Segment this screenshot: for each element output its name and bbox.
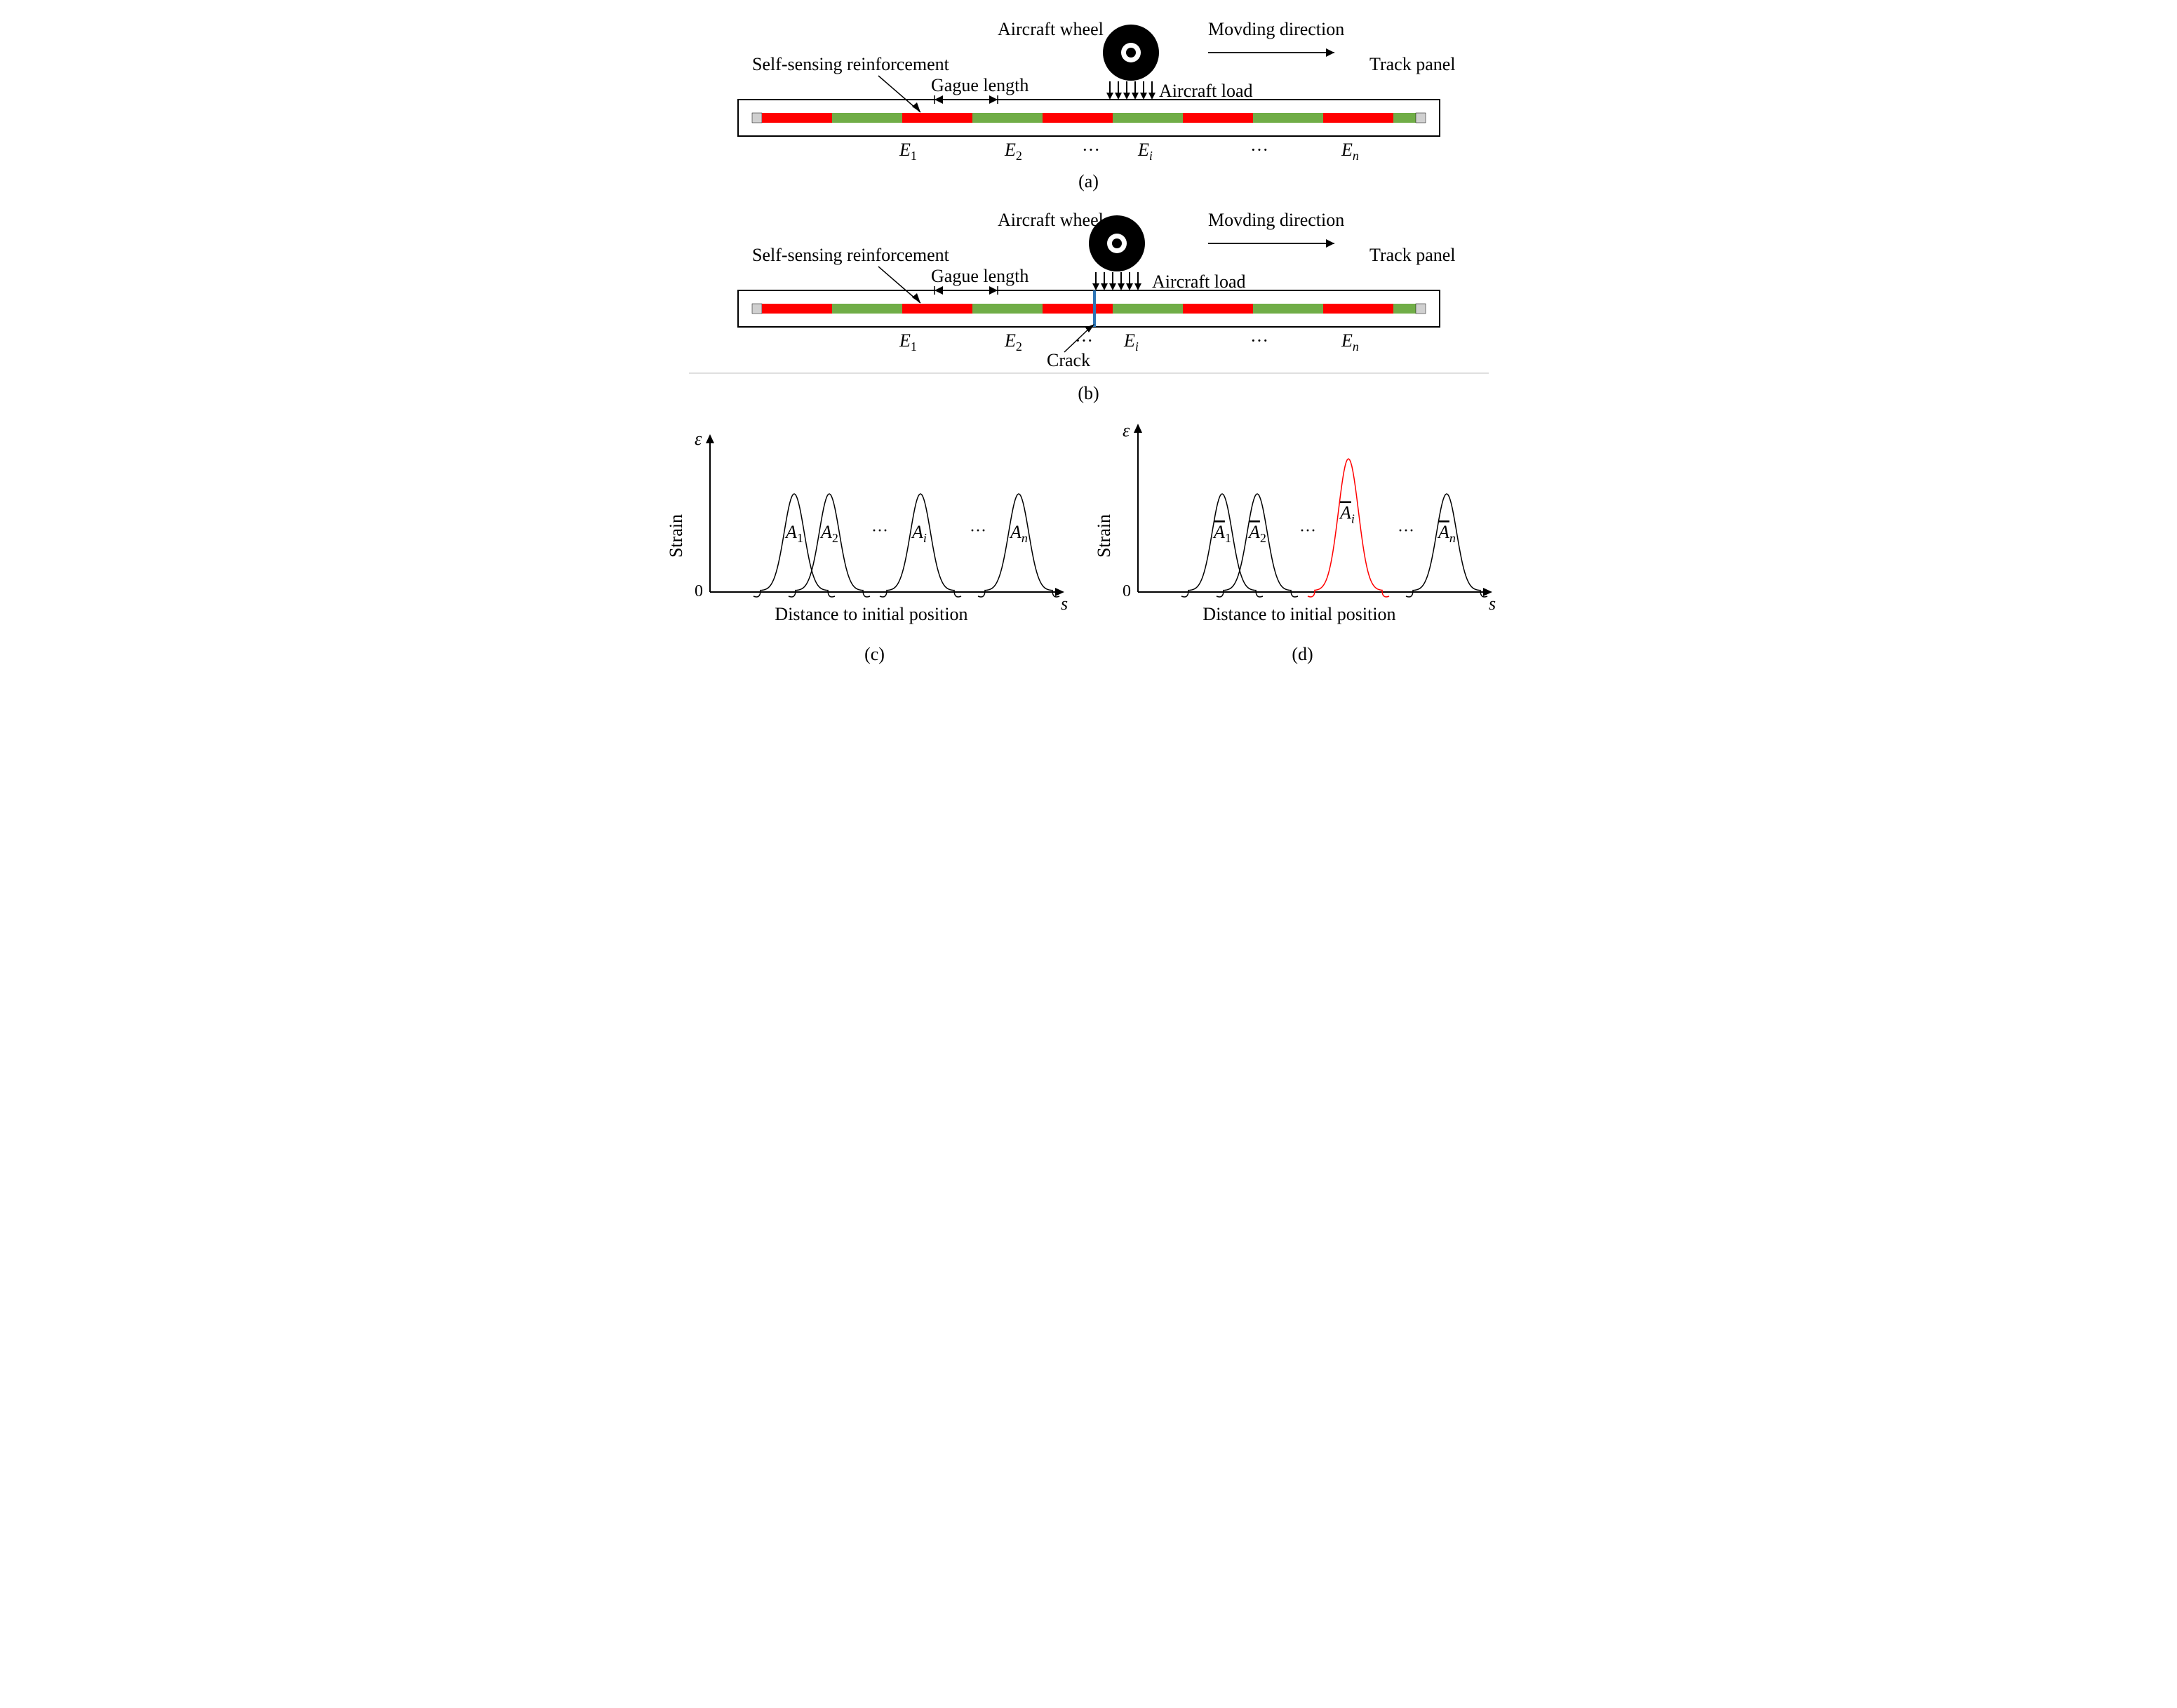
load-arrows <box>1106 81 1156 100</box>
sublabel-d: (d) <box>1096 644 1510 665</box>
svg-text:Self-sensing reinforcement: Self-sensing reinforcement <box>752 245 950 265</box>
aircraft-wheel-icon <box>1103 25 1159 81</box>
svg-text:s: s <box>1061 593 1068 614</box>
svg-text:Aircraft load: Aircraft load <box>1152 271 1246 292</box>
svg-text:Gague length: Gague length <box>931 266 1029 286</box>
reinforcement-bar <box>752 113 1426 123</box>
svg-text:An: An <box>1437 522 1456 545</box>
sublabel-b: (b) <box>668 383 1510 404</box>
label-crack: Crack <box>1047 350 1090 370</box>
label-aircraft-wheel: Aircraft wheel <box>998 19 1104 39</box>
svg-text:A2: A2 <box>819 522 838 545</box>
svg-text:E1: E1 <box>899 140 917 163</box>
svg-text:···: ··· <box>1075 330 1093 351</box>
label-self-sensing: Self-sensing reinforcement <box>752 54 950 74</box>
svg-text:···: ··· <box>970 522 986 540</box>
panel-c: ε 0 s Strain Distance to initial positio… <box>668 417 1082 678</box>
svg-text:E2: E2 <box>1004 330 1022 354</box>
chart-c-svg: ε 0 s Strain Distance to initial positio… <box>668 417 1082 641</box>
label-moving-direction: Movding direction <box>1208 19 1344 39</box>
panel-cd-row: ε 0 s Strain Distance to initial positio… <box>668 417 1510 678</box>
svg-text:E1: E1 <box>899 330 917 354</box>
panel-d: ε 0 s Strain Distance to initial positio… <box>1096 417 1510 678</box>
svg-text:ε: ε <box>1123 420 1130 441</box>
svg-text:Movding direction: Movding direction <box>1208 210 1344 230</box>
figure-root: Aircraft wheel Movding direction Track p… <box>668 14 1510 678</box>
svg-text:Ei: Ei <box>1137 140 1153 163</box>
aircraft-wheel-icon <box>1089 215 1145 271</box>
svg-text:Strain: Strain <box>1096 514 1114 558</box>
svg-text:Ai: Ai <box>911 522 927 545</box>
svg-text:···: ··· <box>1082 140 1100 160</box>
label-aircraft-load: Aircraft load <box>1159 81 1253 101</box>
svg-text:0: 0 <box>695 582 703 600</box>
svg-text:E2: E2 <box>1004 140 1022 163</box>
svg-text:ε: ε <box>695 429 702 449</box>
svg-text:Distance to initial position: Distance to initial position <box>775 604 967 624</box>
svg-text:Distance to initial position: Distance to initial position <box>1203 604 1395 624</box>
label-track-panel: Track panel <box>1369 54 1456 74</box>
sublabel-c: (c) <box>668 644 1082 665</box>
label-gauge-length: Gague length <box>931 75 1029 95</box>
svg-text:En: En <box>1341 330 1359 354</box>
panel-b-svg: Aircraft wheel Movding direction Track p… <box>668 205 1510 380</box>
svg-text:···: ··· <box>871 522 888 540</box>
svg-text:A1: A1 <box>784 522 803 545</box>
svg-text:···: ··· <box>1398 522 1414 540</box>
svg-text:···: ··· <box>1250 330 1268 351</box>
svg-text:0: 0 <box>1123 582 1131 600</box>
svg-text:···: ··· <box>1250 140 1268 160</box>
svg-text:Ei: Ei <box>1123 330 1139 354</box>
svg-text:A2: A2 <box>1247 522 1266 545</box>
svg-text:Strain: Strain <box>668 514 686 558</box>
svg-text:An: An <box>1009 522 1028 545</box>
chart-d-svg: ε 0 s Strain Distance to initial positio… <box>1096 417 1510 641</box>
svg-text:Aircraft wheel: Aircraft wheel <box>998 210 1104 230</box>
svg-text:···: ··· <box>1299 522 1316 540</box>
svg-text:En: En <box>1341 140 1359 163</box>
svg-text:Track panel: Track panel <box>1369 245 1456 265</box>
svg-text:s: s <box>1489 593 1496 614</box>
sublabel-a: (a) <box>668 171 1510 192</box>
svg-text:A1: A1 <box>1212 522 1231 545</box>
panel-b: Aircraft wheel Movding direction Track p… <box>668 205 1510 404</box>
panel-a-svg: Aircraft wheel Movding direction Track p… <box>668 14 1510 168</box>
svg-text:Ai: Ai <box>1339 503 1355 526</box>
panel-a: Aircraft wheel Movding direction Track p… <box>668 14 1510 192</box>
